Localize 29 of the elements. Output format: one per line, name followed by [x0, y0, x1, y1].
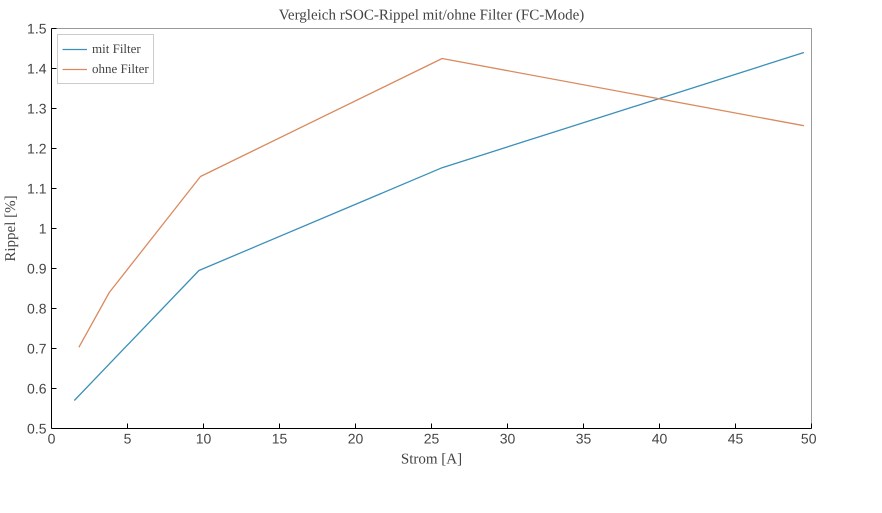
x-tick-label: 50	[800, 430, 817, 446]
chart-title: Vergleich rSOC-Rippel mit/ohne Filter (FC-Mode)	[278, 8, 584, 24]
y-tick-label: 0.6	[27, 380, 47, 396]
y-tick-label: 1	[38, 220, 47, 236]
y-tick-label: 0.5	[27, 420, 47, 436]
x-tick-label: 0	[48, 430, 56, 446]
x-tick-label: 20	[348, 430, 364, 446]
y-tick-label: 1.4	[27, 60, 47, 76]
x-tick-label: 10	[196, 430, 212, 446]
y-tick-label: 1.5	[27, 20, 47, 36]
line-series	[78, 58, 805, 348]
x-axis-title: Strom [A]	[400, 452, 462, 468]
y-tick-label: 1.3	[27, 100, 47, 116]
y-tick-label: 1.1	[27, 180, 47, 196]
x-tick-label: 5	[124, 430, 132, 446]
legend-label: mit Filter	[92, 41, 141, 57]
x-tick-label: 35	[576, 430, 592, 446]
y-tick-label: 0.8	[27, 300, 47, 316]
legend-label: ohne Filter	[92, 61, 149, 77]
y-axis-title: Rippel [%]	[3, 195, 20, 262]
x-tick-label: 15	[272, 430, 288, 446]
y-tick-label: 0.7	[27, 340, 47, 356]
x-tick-label: 30	[500, 430, 516, 446]
y-tick-label: 0.9	[27, 260, 47, 276]
x-tick-label: 40	[652, 430, 668, 446]
x-tick-label: 45	[728, 430, 744, 446]
y-tick-label: 1.2	[27, 140, 47, 156]
line-series	[74, 52, 805, 402]
x-tick-label: 25	[424, 430, 440, 446]
